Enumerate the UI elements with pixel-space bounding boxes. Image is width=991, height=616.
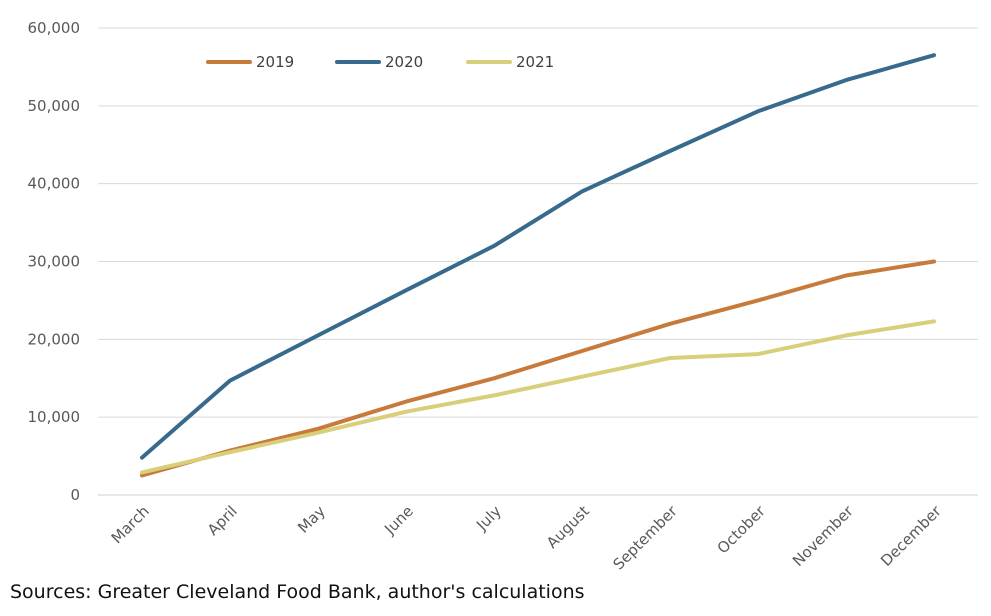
series-line-2021 bbox=[140, 319, 936, 475]
x-tick-label: May bbox=[294, 502, 329, 537]
series-line-2019 bbox=[140, 259, 936, 478]
x-tick-label: March bbox=[108, 502, 153, 547]
y-tick-label: 40,000 bbox=[28, 175, 81, 193]
y-tick-label: 20,000 bbox=[28, 330, 81, 348]
legend: 2019 2020 2021 bbox=[206, 53, 554, 71]
gridlines bbox=[98, 27, 978, 418]
y-tick-label: 10,000 bbox=[28, 408, 81, 426]
x-tick-label: September bbox=[609, 502, 681, 574]
x-tick-label: July bbox=[472, 502, 505, 535]
x-tick-label: June bbox=[380, 502, 417, 539]
legend-label-2020: 2020 bbox=[385, 53, 423, 71]
y-tick-label: 60,000 bbox=[28, 19, 81, 37]
y-tick-label: 50,000 bbox=[28, 97, 81, 115]
series-lines bbox=[140, 53, 936, 478]
x-tick-label: August bbox=[543, 502, 593, 552]
y-axis-ticks: 0 10,000 20,000 30,000 40,000 50,000 60,000 bbox=[28, 19, 81, 504]
source-note: Sources: Greater Cleveland Food Bank, au… bbox=[10, 581, 585, 603]
x-tick-label: April bbox=[204, 502, 241, 539]
x-tick-label: October bbox=[714, 502, 770, 558]
y-tick-label: 0 bbox=[70, 486, 80, 504]
series-line-2020 bbox=[140, 53, 936, 460]
x-axis-ticks: March April May June July August September Octo… bbox=[108, 502, 946, 574]
x-tick-label: December bbox=[877, 502, 945, 570]
legend-label-2021: 2021 bbox=[516, 53, 554, 71]
y-tick-label: 30,000 bbox=[28, 253, 81, 271]
legend-label-2019: 2019 bbox=[256, 53, 294, 71]
x-tick-label: November bbox=[789, 502, 857, 570]
